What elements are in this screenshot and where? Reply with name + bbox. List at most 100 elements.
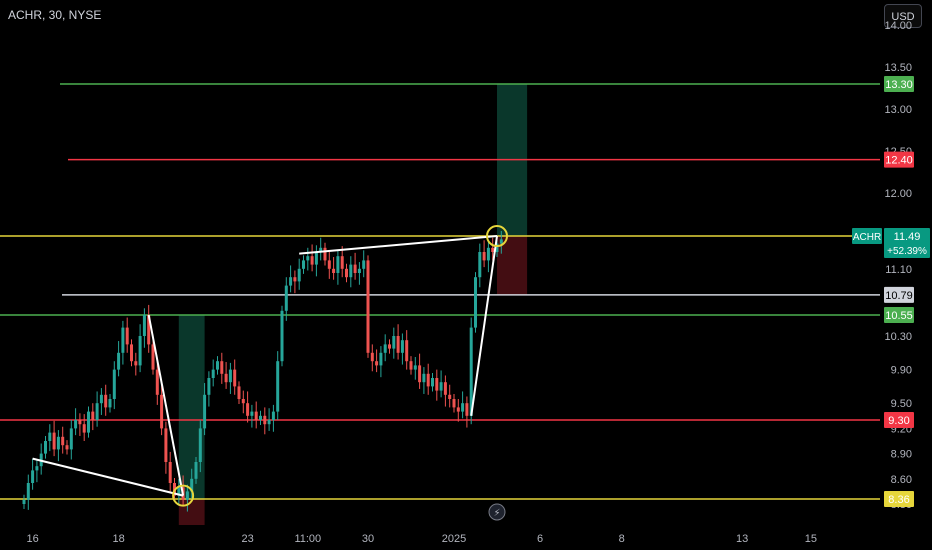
currency-button[interactable]: USD	[884, 4, 922, 28]
price-tag-label: 10.79	[885, 290, 913, 302]
symbol-label: ACHR, 30, NYSE	[8, 8, 102, 22]
candle-body	[336, 256, 340, 273]
price-tag-label: 12.40	[885, 155, 913, 167]
candle-body	[263, 415, 267, 425]
price-tick-label: 11.10	[885, 264, 912, 276]
candle-body	[224, 373, 228, 383]
candle-body	[160, 394, 164, 429]
candle-body	[26, 483, 30, 500]
time-tick-label: 11:00	[294, 533, 321, 545]
candle-body	[461, 403, 465, 412]
time-tick-label: 23	[241, 533, 253, 545]
candle-body	[207, 378, 211, 395]
candle-body	[108, 399, 112, 408]
candle-body	[65, 445, 69, 450]
candle-body	[306, 256, 310, 261]
candle-body	[35, 466, 39, 471]
candle-body	[474, 277, 477, 328]
candle-body	[44, 441, 47, 454]
ticker-tag-label: ACHR	[853, 232, 881, 243]
candle-body	[431, 378, 434, 387]
trend-line	[147, 314, 185, 496]
candle-body	[293, 277, 297, 282]
candle-body	[499, 239, 503, 244]
candle-body	[56, 436, 60, 450]
candle-body	[203, 394, 207, 429]
candle-body	[95, 403, 99, 420]
candle-body	[259, 415, 262, 420]
candle-body	[435, 378, 439, 391]
price-tick-label: 8.90	[891, 449, 912, 461]
candle-body	[61, 436, 65, 446]
price-tags: 13.30 12.40 10.79 10.55 9.30 8.36 ACHR 11.49 +52…	[852, 76, 930, 507]
candle-body	[87, 411, 90, 433]
candle-body	[254, 411, 258, 420]
price-tag-label: 9.30	[888, 415, 909, 427]
candle-body	[134, 361, 138, 366]
candle-body	[422, 373, 426, 383]
event-icon	[488, 503, 506, 521]
candle-body	[443, 382, 447, 395]
price-tick-label: 8.60	[891, 474, 912, 486]
candle-body	[130, 344, 133, 362]
candle-body	[439, 382, 443, 391]
horizontal-lines	[0, 83, 880, 500]
candle-body	[22, 499, 26, 504]
candle-body	[310, 256, 314, 265]
candle-body	[164, 428, 168, 462]
trend-line	[299, 235, 498, 255]
candle-body	[121, 327, 125, 353]
candle-body	[104, 394, 108, 408]
candle-body	[370, 352, 374, 362]
candle-body	[388, 344, 391, 349]
candle-body	[69, 428, 73, 450]
candle-body	[482, 252, 486, 261]
candle-body	[314, 252, 318, 265]
candle-body	[117, 352, 121, 370]
candle-body	[400, 340, 404, 353]
time-tick-label: 6	[537, 533, 543, 545]
price-tick-label: 9.50	[891, 398, 912, 410]
candle-body	[362, 260, 366, 269]
candle-body	[216, 361, 219, 370]
candle-body	[250, 411, 254, 416]
price-tag-label: 8.36	[888, 494, 909, 506]
candle-body	[52, 432, 56, 450]
candle-body	[151, 344, 155, 370]
candle-body	[99, 394, 103, 404]
candle-body	[241, 399, 245, 404]
time-tick-label: 16	[26, 533, 38, 545]
candle-body	[31, 470, 35, 483]
candle-body	[465, 403, 469, 416]
candle-body	[478, 252, 482, 278]
candle-body	[237, 386, 241, 399]
candle-body	[469, 327, 473, 416]
candle-body	[220, 361, 224, 374]
price-change-label: +52.39%	[887, 246, 927, 257]
candle-body	[426, 373, 430, 387]
candle-body	[112, 369, 116, 399]
time-tick-label: 18	[112, 533, 124, 545]
candle-body	[349, 264, 353, 278]
candle-body	[82, 424, 86, 433]
price-tick-label: 10.30	[884, 331, 912, 343]
candle-body	[185, 491, 189, 500]
candles	[22, 231, 503, 512]
trend-line	[32, 457, 184, 497]
price-tag-box	[884, 490, 914, 507]
last-price-box	[884, 228, 930, 259]
candle-body	[323, 247, 327, 261]
candle-body	[168, 462, 172, 483]
candle-body	[78, 420, 82, 425]
price-tick-label: 13.00	[884, 104, 912, 116]
candle-body	[125, 327, 129, 345]
annotations	[32, 225, 508, 507]
time-tick-label: 30	[362, 533, 374, 545]
position-boxes	[178, 84, 528, 525]
candle-body	[233, 369, 237, 387]
candle-body	[267, 420, 271, 425]
candle-body	[486, 247, 490, 261]
candle-body	[48, 432, 52, 441]
price-tag-label: 10.55	[885, 310, 913, 322]
